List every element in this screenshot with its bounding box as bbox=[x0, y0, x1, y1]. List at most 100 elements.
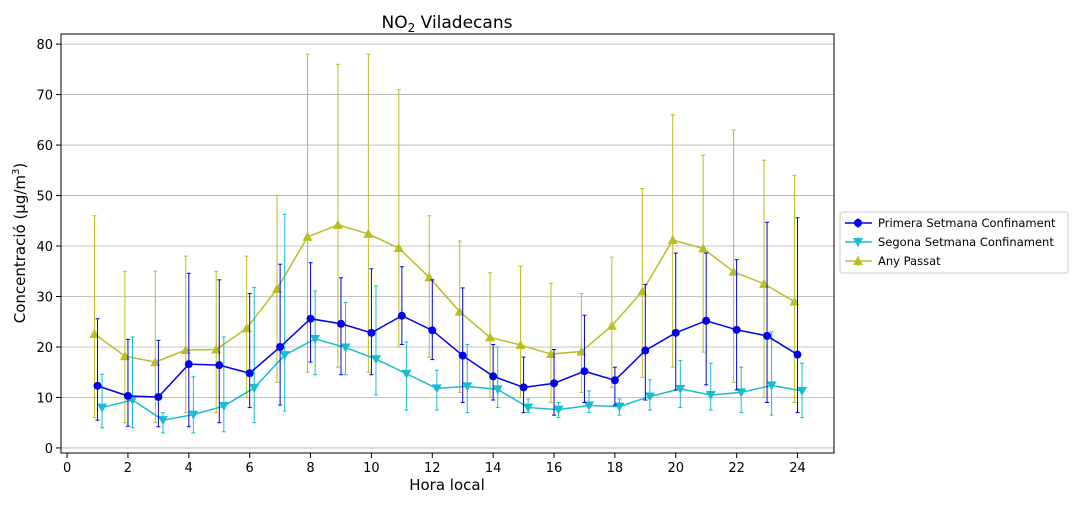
data-point bbox=[789, 296, 800, 306]
data-point bbox=[705, 390, 716, 400]
x-tick-label: 22 bbox=[728, 461, 745, 476]
data-point bbox=[157, 416, 168, 426]
data-point bbox=[245, 369, 254, 378]
x-tick-label: 20 bbox=[667, 461, 684, 476]
legend-marker bbox=[853, 256, 863, 265]
data-point bbox=[241, 323, 252, 333]
legend-item-2: Any Passat bbox=[845, 254, 941, 268]
data-point bbox=[397, 311, 406, 320]
y-tick-label: 80 bbox=[36, 38, 53, 53]
y-tick-label: 0 bbox=[45, 442, 53, 457]
x-tick-label: 16 bbox=[546, 461, 563, 476]
data-point bbox=[370, 355, 381, 365]
x-tick-label: 2 bbox=[124, 461, 132, 476]
legend-marker bbox=[853, 238, 863, 247]
data-point bbox=[180, 345, 191, 355]
legend-label: Primera Setmana Confinament bbox=[878, 216, 1056, 230]
x-tick-label: 4 bbox=[185, 461, 193, 476]
x-tick-label: 6 bbox=[246, 461, 254, 476]
plot-area bbox=[60, 33, 835, 454]
series-layer bbox=[89, 53, 808, 434]
data-point bbox=[154, 392, 163, 401]
x-tick-label: 24 bbox=[789, 461, 806, 476]
x-tick-label: 14 bbox=[485, 461, 502, 476]
data-point bbox=[458, 351, 467, 360]
y-tick-label: 50 bbox=[36, 190, 53, 205]
data-point bbox=[184, 360, 193, 369]
data-point bbox=[702, 316, 711, 325]
data-point bbox=[644, 392, 655, 402]
data-point bbox=[584, 401, 595, 411]
data-point bbox=[759, 278, 770, 288]
data-point bbox=[393, 243, 404, 253]
legend: Primera Setmana Confinament Segona Setman… bbox=[839, 211, 1069, 274]
data-point bbox=[485, 332, 496, 342]
y-tick-label: 10 bbox=[36, 391, 53, 406]
data-point bbox=[606, 320, 617, 330]
x-tick-label: 8 bbox=[306, 461, 314, 476]
data-point bbox=[797, 386, 808, 396]
y-tick-label: 40 bbox=[36, 240, 53, 255]
legend-label: Any Passat bbox=[878, 254, 941, 268]
data-point bbox=[550, 379, 559, 388]
data-point bbox=[272, 283, 283, 293]
x-tick-label: 18 bbox=[607, 461, 624, 476]
data-point bbox=[641, 346, 650, 355]
data-point bbox=[489, 372, 498, 381]
data-point bbox=[675, 384, 686, 394]
data-point bbox=[454, 306, 465, 316]
data-point bbox=[610, 376, 619, 385]
data-point bbox=[119, 351, 130, 361]
y-axis: 0 10 20 30 40 50 60 70 80 bbox=[36, 38, 61, 457]
data-point bbox=[332, 219, 343, 229]
data-point bbox=[428, 326, 437, 335]
data-point bbox=[188, 410, 199, 420]
data-point bbox=[218, 402, 229, 412]
data-point bbox=[340, 343, 351, 353]
y-tick-label: 60 bbox=[36, 139, 53, 154]
data-point bbox=[523, 403, 534, 413]
data-point bbox=[766, 381, 777, 391]
chart-title: NO2 Viladecans bbox=[382, 13, 513, 35]
legend-item-1: Segona Setmana Confinament bbox=[845, 235, 1054, 249]
legend-box bbox=[839, 211, 1069, 274]
data-point bbox=[215, 361, 224, 370]
data-point bbox=[736, 388, 747, 398]
data-point bbox=[614, 402, 625, 412]
data-point bbox=[515, 339, 526, 349]
y-axis-label: Concentració (µg/m3) bbox=[11, 163, 29, 324]
data-point bbox=[211, 344, 222, 354]
data-point bbox=[576, 346, 587, 356]
series-2 bbox=[89, 53, 800, 424]
data-point bbox=[763, 331, 772, 340]
x-tick-label: 0 bbox=[63, 461, 71, 476]
data-point bbox=[150, 357, 161, 367]
ylabel-superscript: 3 bbox=[11, 169, 22, 175]
title-subscript: 2 bbox=[408, 21, 416, 35]
data-point bbox=[698, 243, 709, 253]
legend-item-0: Primera Setmana Confinament bbox=[845, 216, 1056, 230]
y-tick-label: 20 bbox=[36, 341, 53, 356]
data-point bbox=[728, 266, 739, 276]
data-point bbox=[276, 342, 285, 351]
data-point bbox=[306, 314, 315, 323]
data-point bbox=[553, 405, 564, 415]
data-point bbox=[424, 272, 435, 282]
data-point bbox=[401, 369, 412, 379]
legend-marker bbox=[854, 219, 862, 227]
data-point bbox=[545, 349, 556, 359]
data-point bbox=[431, 384, 442, 394]
data-point bbox=[637, 286, 648, 296]
y-tick-label: 70 bbox=[36, 89, 53, 104]
data-point bbox=[302, 231, 313, 241]
data-point bbox=[793, 350, 802, 359]
data-point bbox=[97, 403, 108, 413]
data-point bbox=[310, 334, 321, 344]
x-axis: 0 2 4 6 8 10 12 14 16 18 20 22 24 bbox=[63, 453, 806, 476]
data-point bbox=[89, 328, 100, 338]
y-tick-label: 30 bbox=[36, 291, 53, 306]
data-point bbox=[93, 381, 102, 390]
series-line bbox=[94, 224, 795, 363]
data-point bbox=[123, 391, 132, 400]
data-point bbox=[671, 328, 680, 337]
